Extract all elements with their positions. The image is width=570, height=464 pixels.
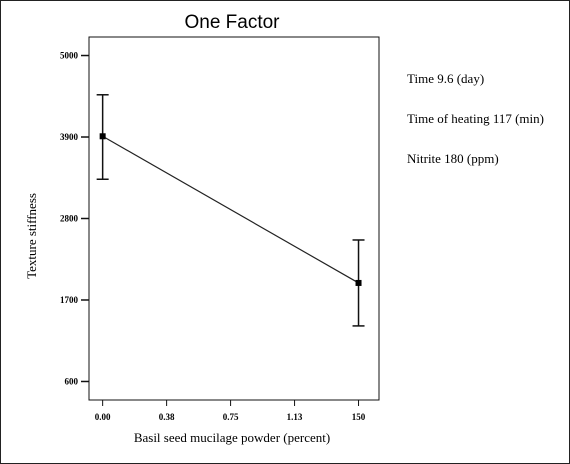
- x-axis-ticks: 0.00 0.38 0.75 1.13 150: [95, 400, 366, 422]
- x-tick-label: 150: [352, 412, 366, 422]
- y-axis-label: Texture stiffness: [24, 193, 39, 279]
- data-point: [355, 279, 362, 286]
- chart-title: One Factor: [184, 12, 280, 33]
- annotations: Time 9.6 (day) Time of heating 117 (min)…: [407, 69, 544, 189]
- y-tick-label: 2800: [60, 214, 79, 224]
- data-point: [99, 133, 106, 140]
- y-tick-label: 3900: [60, 132, 79, 142]
- x-tick-label: 1.13: [287, 412, 303, 422]
- annotation-nitrite: Nitrite 180 (ppm): [407, 151, 499, 166]
- y-tick-label: 5000: [60, 51, 79, 61]
- y-axis-ticks: 600 1700 2800 3900 5000: [60, 51, 89, 386]
- x-tick-label: 0.75: [223, 412, 239, 422]
- annotation-time: Time 9.6 (day): [407, 71, 485, 86]
- series-layer: [96, 94, 365, 327]
- x-axis-label: Basil seed mucilage powder (percent): [134, 430, 330, 445]
- y-tick-label: 1700: [60, 295, 79, 305]
- series-line: [102, 135, 359, 284]
- x-tick-label: 0.38: [159, 412, 175, 422]
- y-tick-label: 600: [65, 376, 79, 386]
- plot-area: [88, 36, 380, 401]
- annotation-heating-time: Time of heating 117 (min): [407, 111, 544, 126]
- x-tick-label: 0.00: [95, 412, 111, 422]
